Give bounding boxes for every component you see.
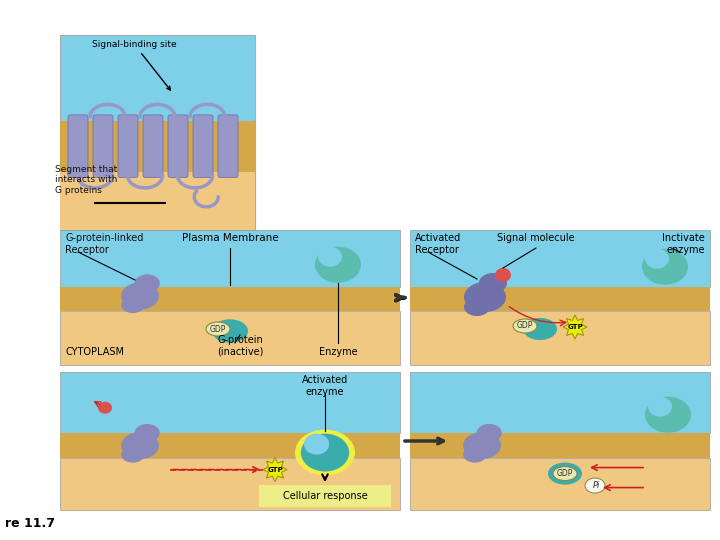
Text: Signal molecule: Signal molecule bbox=[498, 233, 575, 243]
Ellipse shape bbox=[135, 424, 160, 442]
Text: Activated
Receptor: Activated Receptor bbox=[415, 233, 462, 254]
Text: GDP: GDP bbox=[210, 325, 226, 334]
Polygon shape bbox=[263, 457, 287, 482]
Ellipse shape bbox=[135, 274, 160, 292]
Text: Cellular response: Cellular response bbox=[283, 491, 367, 501]
Ellipse shape bbox=[548, 462, 582, 484]
Ellipse shape bbox=[645, 397, 691, 433]
Text: G-protein-linked
Receptor: G-protein-linked Receptor bbox=[65, 233, 143, 254]
Ellipse shape bbox=[642, 249, 688, 285]
FancyBboxPatch shape bbox=[60, 457, 400, 510]
Ellipse shape bbox=[315, 247, 361, 283]
Ellipse shape bbox=[477, 424, 502, 442]
FancyBboxPatch shape bbox=[410, 299, 710, 311]
FancyBboxPatch shape bbox=[60, 230, 400, 287]
Polygon shape bbox=[563, 315, 587, 339]
FancyBboxPatch shape bbox=[143, 115, 163, 178]
Text: GTP: GTP bbox=[567, 324, 583, 330]
FancyBboxPatch shape bbox=[410, 311, 710, 365]
Ellipse shape bbox=[121, 447, 145, 463]
Text: Segment that
interacts with
G proteins: Segment that interacts with G proteins bbox=[55, 165, 117, 195]
FancyBboxPatch shape bbox=[410, 445, 710, 457]
Text: GTP: GTP bbox=[267, 467, 283, 472]
FancyBboxPatch shape bbox=[218, 115, 238, 178]
Ellipse shape bbox=[645, 249, 669, 269]
FancyBboxPatch shape bbox=[68, 115, 88, 178]
FancyBboxPatch shape bbox=[60, 35, 255, 230]
Ellipse shape bbox=[301, 434, 349, 471]
FancyBboxPatch shape bbox=[168, 115, 188, 178]
FancyBboxPatch shape bbox=[259, 485, 391, 507]
FancyBboxPatch shape bbox=[193, 115, 213, 178]
Ellipse shape bbox=[318, 247, 342, 267]
Text: GDP: GDP bbox=[517, 321, 534, 330]
Text: CYTOPLASM: CYTOPLASM bbox=[65, 347, 124, 357]
Ellipse shape bbox=[463, 447, 487, 463]
Text: GDP: GDP bbox=[557, 469, 573, 478]
Text: Activated
enzyme: Activated enzyme bbox=[302, 375, 348, 396]
FancyBboxPatch shape bbox=[410, 230, 710, 287]
FancyBboxPatch shape bbox=[410, 372, 710, 433]
FancyBboxPatch shape bbox=[118, 115, 138, 178]
FancyBboxPatch shape bbox=[93, 115, 113, 178]
Ellipse shape bbox=[295, 429, 355, 476]
Text: Signal-binding site: Signal-binding site bbox=[91, 39, 176, 90]
FancyBboxPatch shape bbox=[410, 287, 710, 299]
FancyBboxPatch shape bbox=[60, 299, 400, 311]
Ellipse shape bbox=[464, 282, 506, 312]
Text: Plasma Membrane: Plasma Membrane bbox=[181, 233, 279, 243]
Ellipse shape bbox=[212, 319, 248, 343]
FancyBboxPatch shape bbox=[60, 433, 400, 445]
Text: re 11.7: re 11.7 bbox=[5, 517, 55, 530]
Ellipse shape bbox=[206, 322, 230, 336]
Ellipse shape bbox=[585, 478, 605, 493]
Ellipse shape bbox=[121, 297, 145, 313]
FancyBboxPatch shape bbox=[410, 433, 710, 445]
Ellipse shape bbox=[479, 273, 507, 293]
Ellipse shape bbox=[523, 318, 557, 340]
Text: Enzyme: Enzyme bbox=[319, 347, 357, 357]
Ellipse shape bbox=[98, 402, 112, 414]
Ellipse shape bbox=[463, 432, 501, 459]
FancyBboxPatch shape bbox=[60, 146, 255, 172]
Ellipse shape bbox=[648, 397, 672, 417]
Ellipse shape bbox=[464, 298, 490, 316]
Ellipse shape bbox=[121, 282, 159, 309]
FancyBboxPatch shape bbox=[410, 457, 710, 510]
Text: Inctivate
enzyme: Inctivate enzyme bbox=[662, 233, 705, 254]
Ellipse shape bbox=[495, 268, 511, 282]
Text: G-protein
(inactive): G-protein (inactive) bbox=[217, 335, 264, 357]
FancyBboxPatch shape bbox=[60, 372, 400, 433]
Ellipse shape bbox=[121, 432, 159, 459]
Ellipse shape bbox=[304, 434, 329, 455]
FancyBboxPatch shape bbox=[60, 445, 400, 457]
FancyBboxPatch shape bbox=[60, 172, 255, 230]
FancyBboxPatch shape bbox=[60, 311, 400, 365]
Text: Pi: Pi bbox=[593, 481, 600, 490]
FancyBboxPatch shape bbox=[60, 287, 400, 299]
Ellipse shape bbox=[513, 319, 537, 333]
Ellipse shape bbox=[553, 467, 577, 481]
FancyBboxPatch shape bbox=[60, 121, 255, 146]
